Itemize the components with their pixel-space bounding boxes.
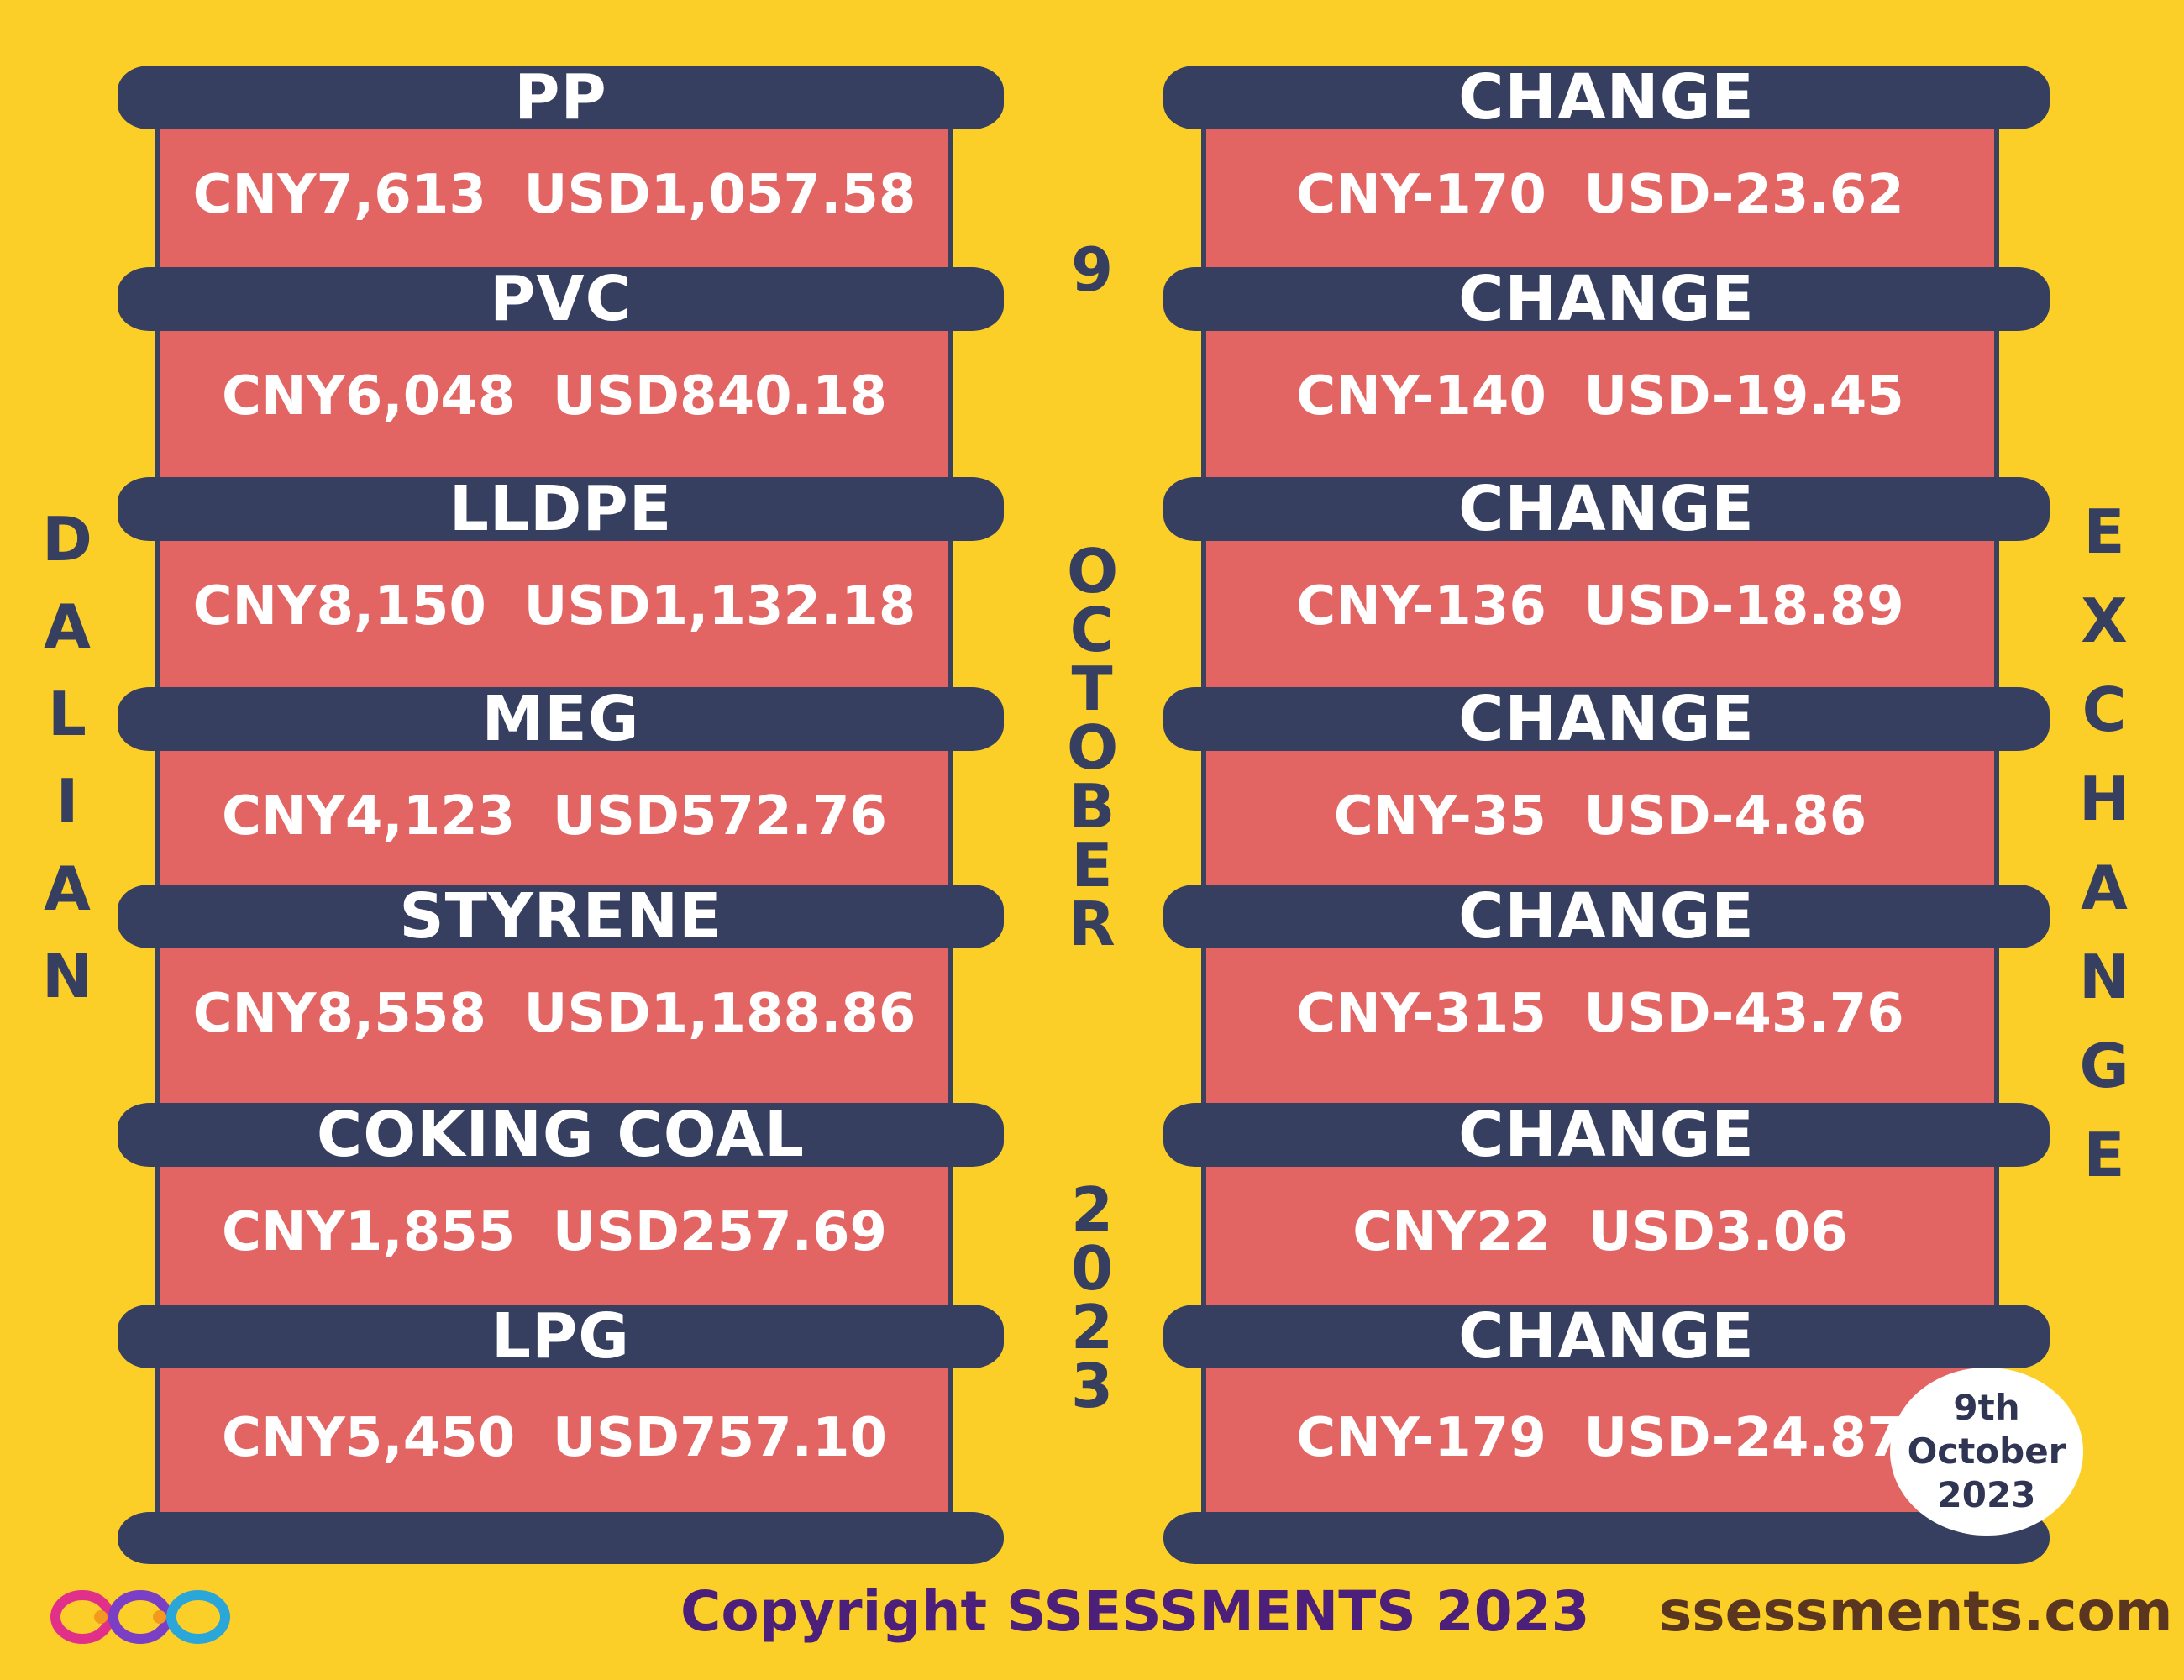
exchange-label-letter: A	[2081, 853, 2128, 923]
commodity-value: CNY8,150 USD1,132.18	[192, 575, 916, 638]
date-month-letter: E	[1071, 830, 1113, 900]
date-year-letter: 2	[1070, 1174, 1114, 1245]
change-bottom-bar	[1163, 1512, 2050, 1564]
change-panel	[1201, 511, 1999, 721]
commodity-value: CNY7,613 USD1,057.58	[192, 164, 916, 226]
commodity-header-bar: PP	[118, 61, 1004, 134]
exchange-label-letter: E	[2083, 496, 2125, 567]
commodity-panel	[155, 301, 953, 511]
commodity-value: CNY6,048 USD840.18	[221, 365, 888, 428]
exchange-label-letter: C	[2082, 675, 2127, 745]
change-value: CNY-170 USD-23.62	[1296, 164, 1904, 226]
exchange-label-letter: G	[2079, 1031, 2129, 1101]
commodity-value: CNY4,123 USD572.76	[221, 785, 888, 848]
date-month-letter: O	[1067, 536, 1119, 606]
date-day-letter: 9	[1070, 234, 1114, 305]
change-value: CNY-35 USD-4.86	[1333, 785, 1867, 848]
commodity-value: CNY1,855 USD257.69	[221, 1201, 888, 1263]
commodity-panel	[155, 1338, 953, 1546]
commodity-header-bar: LPG	[118, 1300, 1004, 1373]
change-panel	[1201, 301, 1999, 511]
exchange-label-letter: E	[2083, 1120, 2125, 1190]
date-year-letter: 3	[1070, 1351, 1114, 1421]
exchange-label-letter: N	[2079, 942, 2130, 1012]
date-month-letter: B	[1068, 771, 1116, 842]
badge-month: October	[1907, 1431, 2066, 1472]
change-header-bar: CHANGE	[1163, 473, 2050, 545]
date-month-letter: O	[1067, 712, 1119, 783]
dalian-label-letter: A	[44, 591, 91, 662]
date-badge: 9th October 2023	[1890, 1368, 2083, 1536]
change-panel	[1201, 1338, 1999, 1546]
dalian-label-letter: D	[42, 504, 92, 575]
badge-day: 9th	[1953, 1387, 2020, 1428]
prices-column: PP PVC LLDPE MEG STYRENE COKING COAL LPG CNY7,6…	[118, 0, 1008, 1680]
date-month-letter: R	[1068, 889, 1116, 959]
change-value: CNY-140 USD-19.45	[1296, 365, 1904, 428]
commodity-panel	[155, 511, 953, 721]
changes-column: CHANGE CHANGE CHANGE CHANGE CHANGE CHANGE CHAN…	[1163, 0, 2054, 1680]
commodity-header-bar: MEG	[118, 683, 1004, 755]
date-year-letter: 2	[1070, 1292, 1114, 1362]
website-link[interactable]: ssessments.com	[1659, 1579, 2173, 1644]
commodity-header-bar: STYRENE	[118, 880, 1004, 953]
date-month-letter: C	[1069, 595, 1115, 665]
dalian-label-letter: L	[48, 679, 87, 749]
change-value: CNY-179 USD-24.87	[1296, 1407, 1904, 1469]
badge-year: 2023	[1937, 1474, 2036, 1515]
dalian-label-letter: N	[42, 941, 93, 1011]
change-header-bar: CHANGE	[1163, 880, 2050, 953]
commodity-panel	[155, 918, 953, 1137]
dalian-label-letter: A	[44, 853, 91, 924]
exchange-label-letter: H	[2079, 764, 2130, 834]
change-header-bar: CHANGE	[1163, 683, 2050, 755]
change-header-bar: CHANGE	[1163, 1099, 2050, 1171]
exchange-label-letter: X	[2081, 585, 2128, 656]
change-value: CNY22 USD3.06	[1352, 1201, 1848, 1263]
ssessments-logo-icon	[50, 1590, 230, 1644]
date-year-letter: 0	[1070, 1233, 1114, 1304]
change-value: CNY-315 USD-43.76	[1296, 983, 1904, 1045]
commodity-header-bar: PVC	[118, 263, 1004, 335]
date-day-vertical: 9	[1067, 239, 1117, 300]
commodity-header-bar: LLDPE	[118, 473, 1004, 545]
commodity-value: CNY5,450 USD757.10	[221, 1407, 888, 1469]
commodity-value: CNY8,558 USD1,188.86	[192, 983, 916, 1045]
commodity-header-bar: COKING COAL	[118, 1099, 1004, 1171]
change-panel	[1201, 918, 1999, 1137]
change-header-bar: CHANGE	[1163, 1300, 2050, 1373]
change-value: CNY-136 USD-18.89	[1296, 575, 1904, 638]
date-month-letter: T	[1071, 654, 1113, 724]
change-header-bar: CHANGE	[1163, 61, 2050, 134]
dalian-label-letter: I	[55, 766, 79, 837]
change-header-bar: CHANGE	[1163, 263, 2050, 335]
copyright-text: Copyright SSESSMENTS 2023	[680, 1579, 1590, 1644]
commodity-bottom-bar	[118, 1512, 1004, 1564]
